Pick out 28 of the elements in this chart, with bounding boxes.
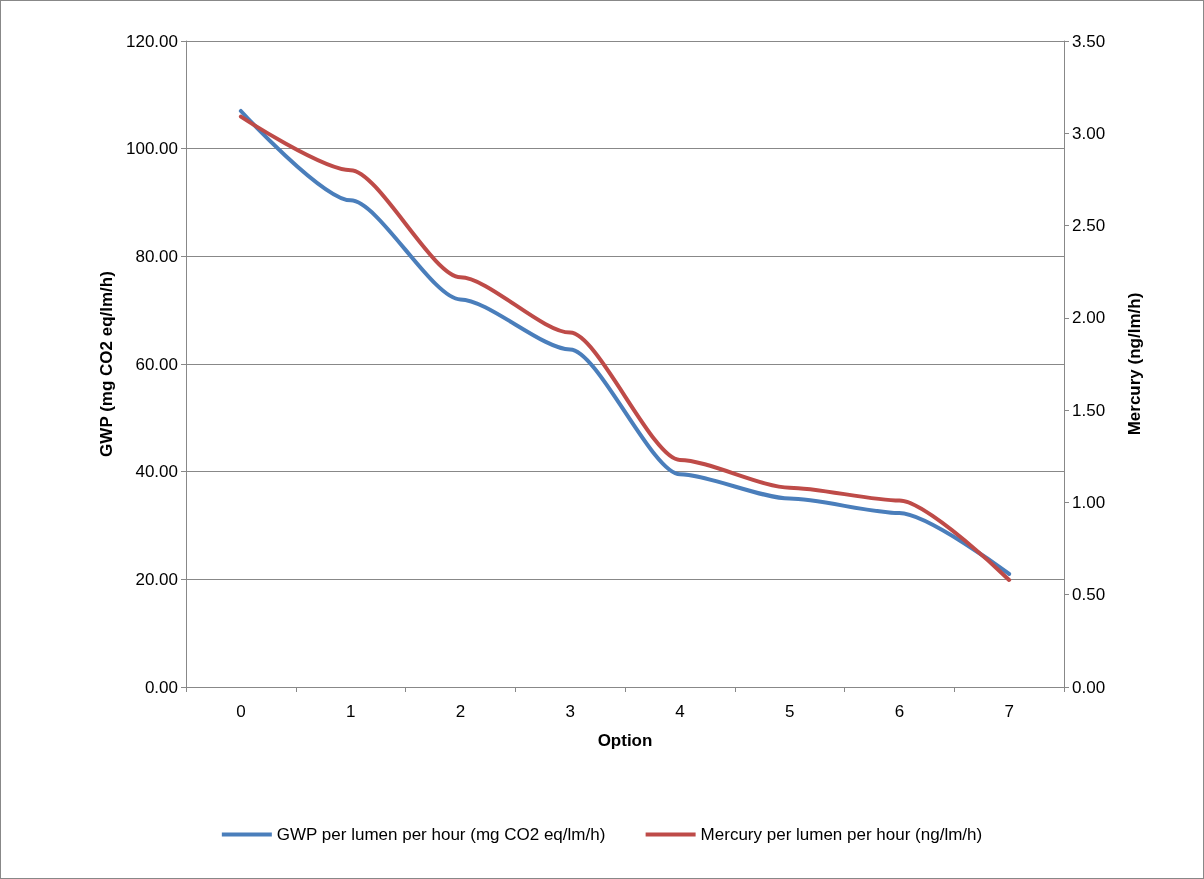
y-tick-label: 40.00 xyxy=(135,462,178,482)
y2-tick-label: 1.50 xyxy=(1072,400,1106,420)
y2-tick-label: 2.00 xyxy=(1072,308,1106,328)
y2-axis-title: Mercury (ng/lm/h) xyxy=(1125,292,1144,436)
y-tick-label: 80.00 xyxy=(135,246,178,266)
y-tick-label: 0.00 xyxy=(144,677,178,697)
x-tick-label: 2 xyxy=(455,702,466,721)
y-axis-title: GWP (mg CO2 eq/lm/h) xyxy=(97,271,117,457)
y-tick-label: 20.00 xyxy=(135,569,178,589)
x-axis-title: Option xyxy=(597,731,653,750)
x-tick-label: 0 xyxy=(236,702,246,721)
y2-tick-label: 3.50 xyxy=(1072,31,1106,51)
y-tick-label: 100.00 xyxy=(126,139,178,159)
x-tick-label: 1 xyxy=(345,702,356,721)
legend-label: Mercury per lumen per hour (ng/lm/h) xyxy=(700,825,983,844)
x-tick-label: 4 xyxy=(675,702,685,721)
x-tick-label: 3 xyxy=(565,702,575,721)
y2-tick-label: 3.00 xyxy=(1072,123,1106,143)
legend-label: GWP per lumen per hour (mg CO2 eq/lm/h) xyxy=(276,825,606,844)
y2-tick-label: 2.50 xyxy=(1072,216,1106,236)
x-tick-label: 6 xyxy=(894,702,905,721)
y-tick-label: 60.00 xyxy=(135,354,178,374)
x-tick-label: 7 xyxy=(1004,702,1014,721)
y2-tick-label: 1.00 xyxy=(1072,492,1106,512)
y-tick-label: 120.00 xyxy=(126,31,178,51)
x-tick-label: 5 xyxy=(784,702,795,721)
y2-tick-label: 0.50 xyxy=(1072,585,1106,605)
y2-tick-label: 0.00 xyxy=(1072,677,1106,697)
